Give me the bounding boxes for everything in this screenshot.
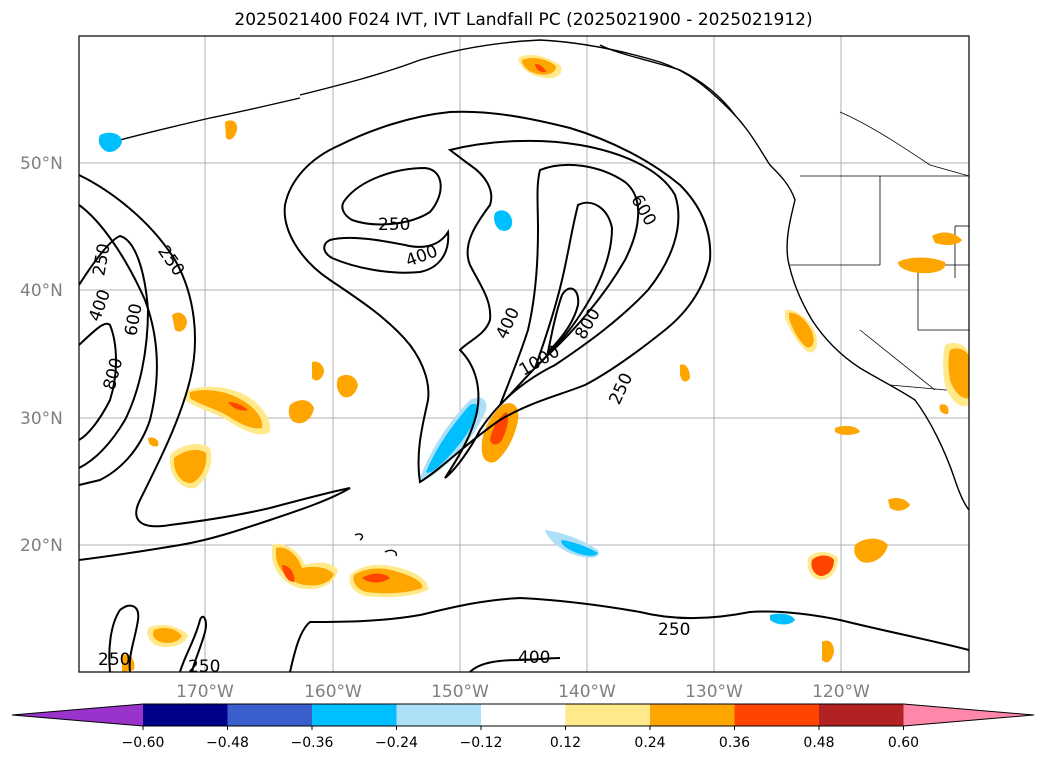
contour-label: 400 <box>518 648 550 668</box>
colorbar <box>11 703 1035 727</box>
colorbar-tick-label: 0.24 <box>634 735 665 751</box>
negative-pc <box>98 132 795 625</box>
contour-label: 250 <box>98 650 130 670</box>
colorbar-extend-max <box>903 704 1034 726</box>
colorbar-segment <box>312 704 397 726</box>
colorbar-segment <box>143 704 228 726</box>
colorbar-segment <box>481 704 566 726</box>
colorbar-ticks: −0.60 −0.48 −0.36 −0.24 −0.12 0.12 0.24 0.36 0.4… <box>122 726 919 751</box>
lon-label: 150°W <box>431 682 489 702</box>
lon-label: 120°W <box>812 682 870 702</box>
colorbar-segment <box>396 704 482 726</box>
colorbar-segment <box>819 704 904 726</box>
lon-label: 170°W <box>176 682 234 702</box>
lat-label: 20°N <box>20 536 63 556</box>
contour-label: 250 <box>378 215 410 235</box>
borders <box>790 111 969 393</box>
lon-label: 130°W <box>685 682 743 702</box>
positive-pc <box>122 54 969 672</box>
contour-label: 250 <box>188 657 220 677</box>
colorbar-segment <box>227 704 313 726</box>
colorbar-tick-label: −0.48 <box>206 735 249 751</box>
colorbar-segment <box>734 704 820 726</box>
lon-labels: 170°W 160°W 150°W 140°W 130°W 120°W <box>176 682 870 702</box>
colorbar-tick-label: 0.12 <box>550 735 581 751</box>
colorbar-segment <box>565 704 651 726</box>
lat-label: 50°N <box>20 154 63 174</box>
coastlines <box>119 39 969 557</box>
colorbar-tick-label: −0.36 <box>291 735 334 751</box>
colorbar-tick-label: 0.48 <box>803 735 834 751</box>
contour-label: 250 <box>658 620 690 640</box>
colorbar-tick-label: −0.60 <box>122 735 165 751</box>
colorbar-extend-min <box>12 704 143 726</box>
map-area <box>79 36 969 672</box>
colorbar-tick-label: −0.24 <box>375 735 418 751</box>
lon-label: 140°W <box>558 682 616 702</box>
lon-label: 160°W <box>304 682 362 702</box>
map-title: 2025021400 F024 IVT, IVT Landfall PC (20… <box>234 10 813 30</box>
colorbar-tick-label: −0.12 <box>460 735 503 751</box>
ivt-contours <box>79 110 969 672</box>
lat-label: 30°N <box>20 409 63 429</box>
colorbar-tick-label: 0.36 <box>719 735 750 751</box>
lat-labels: 50°N 40°N 30°N 20°N <box>20 154 63 556</box>
colorbar-tick-label: 0.60 <box>888 735 919 751</box>
colorbar-segment <box>650 704 735 726</box>
map-frame <box>78 35 970 673</box>
pc-shading <box>98 54 969 672</box>
lat-label: 40°N <box>20 281 63 301</box>
